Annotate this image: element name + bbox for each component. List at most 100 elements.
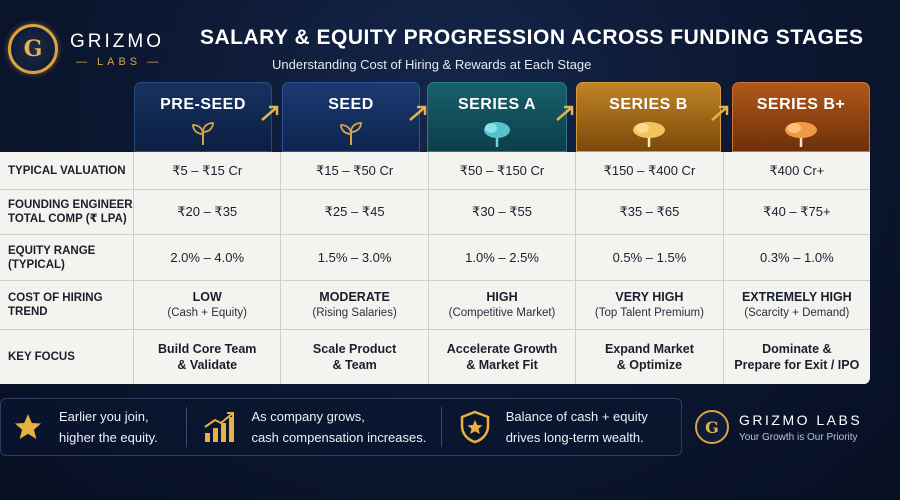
tip-line: drives long-term wealth. <box>505 430 644 445</box>
table-cell: 1.0% – 2.5% <box>429 235 577 280</box>
stage-seed: SEED <box>282 82 420 152</box>
table-cell: HIGH (Competitive Market) <box>429 281 577 329</box>
stage-series-b: SERIES B <box>576 82 721 152</box>
stage-label: SERIES B+ <box>756 96 846 113</box>
trend-level: EXTREMELY HIGH <box>741 290 852 304</box>
stage-headers: PRE-SEED SEED SERIES A SERIES B <box>134 82 870 152</box>
row-label: TYPICAL VALUATION <box>0 152 134 189</box>
focus-line: Scale Product <box>312 342 397 356</box>
brand-name: GRIZMO <box>70 30 164 52</box>
table-cell: 0.3% – 1.0% <box>759 249 834 265</box>
tip-item: Earlier you join, higher the equity. <box>1 399 186 455</box>
trend-note: (Top Talent Premium) <box>594 307 704 319</box>
stage-label: SERIES A <box>457 96 537 113</box>
table-cell: ₹15 – ₹50 Cr <box>281 152 429 189</box>
trend-level: MODERATE <box>319 290 390 304</box>
divider <box>440 407 442 447</box>
brand-logo: G GRIZMO LABS <box>8 24 168 74</box>
table-cell: ₹50 – ₹150 Cr <box>429 152 577 189</box>
focus-line: & Market Fit <box>466 358 538 372</box>
table-cell: ₹400 Cr+ <box>769 162 825 178</box>
table-cell: ₹5 – ₹15 Cr <box>134 152 282 189</box>
focus-line: Expand Market <box>604 342 694 356</box>
focus-line: Build Core Team <box>158 342 257 356</box>
table-cell: ₹35 – ₹65 <box>576 190 724 234</box>
focus-line: Accelerate Growth <box>446 342 558 356</box>
footer-tips: Earlier you join, higher the equity. As c… <box>0 398 682 456</box>
table-cell: 1.5% – 3.0% <box>281 235 429 280</box>
table-cell: 2.0% – 4.0% <box>134 235 282 280</box>
sprout-icon <box>192 122 214 145</box>
arrow-right-icon <box>409 105 427 121</box>
table-row: COST OF HIRING TREND LOW (Cash + Equity) … <box>0 281 870 330</box>
stage-label: SERIES B <box>609 96 688 113</box>
table-cell: ₹150 – ₹400 Cr <box>576 152 724 189</box>
tip-item: Balance of cash + equity drives long-term… <box>442 399 681 455</box>
footer-brand: G GRIZMO LABS Your Growth is Our Priorit… <box>695 410 862 444</box>
table-cell: Dominate & Prepare for Exit / IPO <box>724 330 870 384</box>
table-row: EQUITY RANGE (TYPICAL) 2.0% – 4.0% 1.5% … <box>0 235 870 281</box>
sprout-icon <box>340 122 362 145</box>
tip-line: Balance of cash + equity <box>505 409 648 424</box>
tip-line: As company grows, <box>251 409 365 424</box>
table-cell: ₹20 – ₹35 <box>134 190 282 234</box>
tree-icon <box>484 122 510 147</box>
tip-line: cash compensation increases. <box>251 430 427 445</box>
focus-line: & Optimize <box>616 358 683 372</box>
stage-label: PRE-SEED <box>160 96 246 113</box>
shield-star-icon <box>458 410 492 444</box>
table-cell: Scale Product & Team <box>281 330 429 384</box>
table-cell: LOW (Cash + Equity) <box>134 281 282 329</box>
focus-line: & Validate <box>177 358 238 372</box>
focus-line: Prepare for Exit / IPO <box>734 358 860 372</box>
large-tree-icon <box>785 122 817 147</box>
tip-item: As company grows, cash compensation incre… <box>187 399 440 455</box>
growth-chart-icon <box>203 410 237 444</box>
row-label: KEY FOCUS <box>0 330 134 384</box>
page-subtitle: Understanding Cost of Hiring & Rewards a… <box>272 57 592 72</box>
star-icon <box>11 410 45 444</box>
grizmo-logo-icon: G <box>8 24 58 74</box>
brand-sub: LABS <box>70 56 168 68</box>
table-row: TYPICAL VALUATION ₹5 – ₹15 Cr ₹15 – ₹50 … <box>0 152 870 190</box>
comparison-table: TYPICAL VALUATION ₹5 – ₹15 Cr ₹15 – ₹50 … <box>0 152 870 384</box>
table-cell: Accelerate Growth & Market Fit <box>429 330 577 384</box>
stage-series-a: SERIES A <box>427 82 567 152</box>
stage-label: SEED <box>328 96 374 113</box>
stage-pre-seed: PRE-SEED <box>134 82 272 152</box>
page-title: SALARY & EQUITY PROGRESSION ACROSS FUNDI… <box>200 26 864 49</box>
table-cell: ₹25 – ₹45 <box>281 190 429 234</box>
footer-brand-name: GRIZMO LABS <box>739 411 863 428</box>
trend-note: (Scarcity + Demand) <box>744 307 850 319</box>
divider <box>186 407 188 447</box>
table-cell: 0.5% – 1.5% <box>576 235 724 280</box>
arrow-right-icon <box>261 105 279 121</box>
table-cell: Build Core Team & Validate <box>134 330 282 384</box>
tip-line: Earlier you join, <box>59 409 149 424</box>
trend-note: (Rising Salaries) <box>312 307 397 319</box>
trend-level: HIGH <box>486 290 518 304</box>
arrow-right-icon <box>556 105 574 121</box>
table-row: FOUNDING ENGINEER TOTAL COMP (₹ LPA) ₹20… <box>0 190 870 235</box>
table-cell: EXTREMELY HIGH (Scarcity + Demand) <box>724 281 870 329</box>
tip-line: higher the equity. <box>59 430 158 445</box>
row-label: COST OF HIRING TREND <box>0 281 134 329</box>
trend-level: VERY HIGH <box>615 290 684 304</box>
arrow-right-icon <box>711 105 729 121</box>
table-cell: Expand Market & Optimize <box>576 330 724 384</box>
focus-line: Dominate & <box>762 342 832 356</box>
table-cell: VERY HIGH (Top Talent Premium) <box>576 281 724 329</box>
trend-note: (Cash + Equity) <box>167 307 247 319</box>
trend-level: LOW <box>192 290 222 304</box>
row-label: FOUNDING ENGINEER TOTAL COMP (₹ LPA) <box>0 190 134 234</box>
grizmo-logo-icon: G <box>695 410 729 444</box>
row-label: EQUITY RANGE (TYPICAL) <box>0 235 134 280</box>
table-cell: ₹30 – ₹55 <box>429 190 577 234</box>
trend-note: (Competitive Market) <box>448 307 556 319</box>
focus-line: & Team <box>332 358 377 372</box>
large-tree-icon <box>632 122 665 147</box>
table-cell: ₹40 – ₹75+ <box>763 204 831 219</box>
stage-series-b-plus: SERIES B+ <box>732 82 870 152</box>
table-row: KEY FOCUS Build Core Team & Validate Scal… <box>0 330 870 384</box>
table-cell: MODERATE (Rising Salaries) <box>281 281 429 329</box>
